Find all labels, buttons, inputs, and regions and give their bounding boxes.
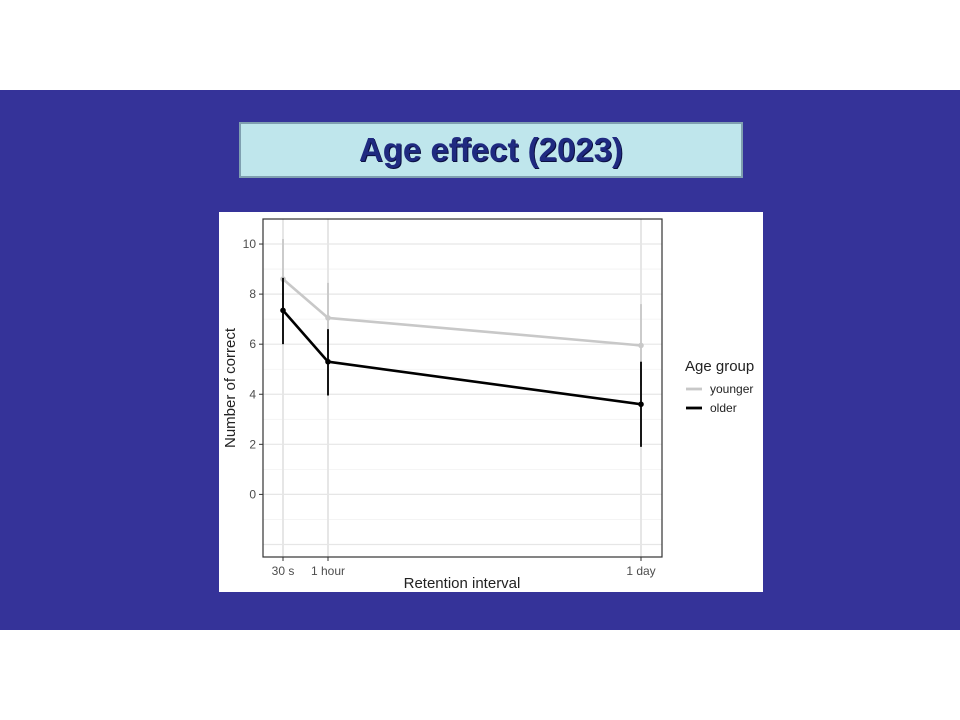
data-point bbox=[325, 315, 331, 321]
chart-panel: 0 2 4 6 8 10 30 s 1 hour 1 day Retention interva… bbox=[219, 212, 763, 592]
gridlines bbox=[263, 219, 662, 557]
y-tick-label: 0 bbox=[249, 487, 256, 501]
legend-label-older: older bbox=[710, 401, 737, 415]
slide-title: Age effect (2023) bbox=[358, 131, 624, 168]
y-tick-label: 8 bbox=[249, 287, 256, 301]
line-chart: 0 2 4 6 8 10 30 s 1 hour 1 day Retention interva… bbox=[219, 212, 763, 592]
y-axis-label: Number of correct bbox=[222, 327, 239, 448]
x-axis-label: Retention interval bbox=[404, 575, 521, 592]
axis-ticks: 0 2 4 6 8 10 30 s 1 hour 1 day bbox=[243, 237, 656, 578]
x-tick-label: 1 day bbox=[626, 564, 655, 578]
data-point bbox=[638, 401, 644, 408]
x-tick-label: 30 s bbox=[272, 564, 295, 578]
data-point bbox=[638, 342, 644, 349]
legend-label-younger: younger bbox=[710, 382, 753, 396]
series-layer bbox=[280, 239, 644, 447]
y-tick-label: 10 bbox=[243, 237, 257, 251]
data-point bbox=[325, 358, 331, 365]
x-tick-label: 1 hour bbox=[311, 564, 345, 578]
chart-background bbox=[219, 212, 763, 592]
y-tick-label: 4 bbox=[249, 387, 256, 401]
legend: Age group younger older bbox=[685, 358, 754, 415]
title-box: Age effect (2023) bbox=[239, 122, 743, 178]
series-older bbox=[280, 277, 644, 447]
y-tick-label: 6 bbox=[249, 337, 256, 351]
legend-title: Age group bbox=[685, 358, 754, 375]
data-point bbox=[280, 307, 286, 314]
plot-border bbox=[262, 218, 663, 558]
y-tick-label: 2 bbox=[249, 437, 256, 451]
